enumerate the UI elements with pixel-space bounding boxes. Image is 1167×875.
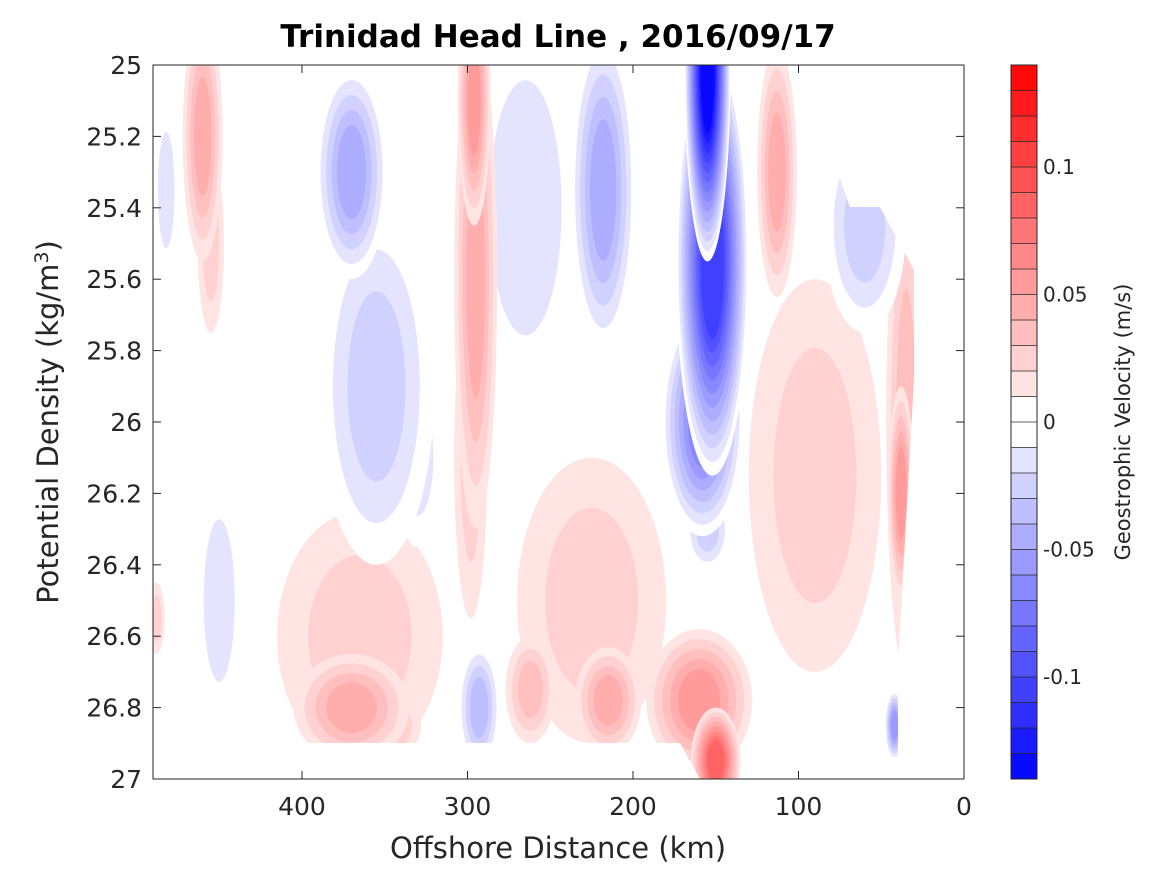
colorbar-swatch <box>1011 600 1037 627</box>
y-axis-label-close: ) <box>31 240 65 251</box>
y-axis-label-main: Potential Density (kg/m <box>31 264 65 604</box>
negative-velocity-contour <box>808 754 862 779</box>
colorbar-swatch <box>1011 651 1037 678</box>
x-tick-label: 300 <box>444 792 492 821</box>
x-tick-label: 200 <box>609 792 657 821</box>
positive-velocity-contour <box>895 446 907 541</box>
colorbar-swatch <box>1011 677 1037 703</box>
y-tick-label: 26.4 <box>86 551 142 580</box>
colorbar-swatch <box>1011 294 1037 321</box>
positive-velocity-contour <box>545 507 639 694</box>
negative-velocity-contour <box>203 519 235 682</box>
colorbar-tick-label: 0.1 <box>1043 155 1075 179</box>
colorbar-swatch <box>1011 549 1037 576</box>
chart-title: Trinidad Head Line , 2016/09/17 <box>280 19 835 55</box>
negative-velocity-contour <box>337 125 367 220</box>
y-tick-label: 26.8 <box>86 694 142 723</box>
y-tick-label: 26.2 <box>86 479 142 508</box>
colorbar-swatch <box>1011 65 1037 91</box>
colorbar-swatch <box>1011 626 1037 652</box>
y-tick-label: 26 <box>110 408 142 437</box>
positive-velocity-contour <box>707 740 725 779</box>
negative-velocity-contour <box>590 119 617 261</box>
y-tick-label: 25.6 <box>86 265 142 294</box>
colorbar-ticks: 0.1 0.05 0 -0.05 -0.1 <box>1043 155 1095 689</box>
colorbar-swatch <box>1011 447 1037 474</box>
y-tick-label: 25.4 <box>86 194 142 223</box>
y-axis: 25 25.2 25.4 25.6 25.8 26 26.2 26.4 26.6 26.8 27 <box>86 51 964 794</box>
colorbar-swatch <box>1011 243 1037 270</box>
colorbar-swatch <box>1011 218 1037 244</box>
colorbar-swatch <box>1011 167 1037 193</box>
colorbar-tick-label: 0 <box>1043 410 1056 434</box>
positive-velocity-contour <box>326 682 377 733</box>
colorbar-swatch <box>1011 524 1037 550</box>
colorbar-swatch <box>1011 575 1037 601</box>
colorbar-swatch <box>1011 269 1037 295</box>
positive-velocity-contour <box>773 347 857 604</box>
y-tick-label: 27 <box>110 765 142 794</box>
colorbar-swatch <box>1011 320 1037 346</box>
colorbar-swatch <box>1011 371 1037 397</box>
y-tick-label: 25.8 <box>86 337 142 366</box>
colorbar-swatch <box>1011 141 1037 168</box>
positive-velocity-contour <box>194 76 212 196</box>
colorbar-swatch <box>1011 702 1037 729</box>
x-axis: 400 300 200 100 0 <box>278 65 972 821</box>
colorbar-swatch <box>1011 753 1037 780</box>
no-data-region-right <box>800 65 964 779</box>
positive-velocity-contour <box>593 675 623 726</box>
x-axis-label: Offshore Distance (km) <box>390 831 726 865</box>
colorbar-swatch <box>1011 192 1037 219</box>
y-axis-label: Potential Density (kg/m3) <box>31 240 65 604</box>
y-axis-label-superscript: 3 <box>31 251 53 263</box>
negative-velocity-contour <box>890 710 899 741</box>
x-tick-label: 400 <box>278 792 326 821</box>
colorbar <box>1010 64 1038 780</box>
colorbar-tick-label: -0.1 <box>1043 665 1082 689</box>
y-tick-label: 25.2 <box>86 122 142 151</box>
colorbar-swatch <box>1011 345 1037 372</box>
negative-velocity-contour <box>347 291 406 482</box>
x-tick-label: 0 <box>956 792 972 821</box>
negative-velocity-contour <box>700 65 715 134</box>
colorbar-swatch <box>1011 728 1037 754</box>
negative-velocity-contour <box>469 677 489 739</box>
y-tick-label: 26.6 <box>86 622 142 651</box>
colorbar-label: Geostrophic Velocity (m/s) <box>1111 284 1135 561</box>
positive-velocity-contour <box>768 112 786 232</box>
no-data-region-bottom <box>153 743 700 779</box>
positive-velocity-contour <box>153 595 162 642</box>
positive-velocity-contour <box>467 65 481 156</box>
negative-velocity-contour <box>157 132 175 248</box>
x-tick-label: 100 <box>775 792 823 821</box>
colorbar-tick-label: -0.05 <box>1043 538 1095 562</box>
negative-velocity-contour <box>489 80 562 336</box>
colorbar-swatch <box>1011 396 1037 423</box>
colorbar-swatch <box>1011 90 1037 117</box>
positive-velocity-contour <box>518 661 543 719</box>
colorbar-frame <box>1010 64 1038 780</box>
y-tick-label: 25 <box>110 51 142 80</box>
colorbar-swatch <box>1011 498 1037 525</box>
colorbar-tick-label: 0.05 <box>1043 283 1088 307</box>
colorbar-swatch <box>1011 116 1037 142</box>
colorbar-swatch <box>1011 422 1037 448</box>
colorbar-swatch <box>1011 473 1037 499</box>
